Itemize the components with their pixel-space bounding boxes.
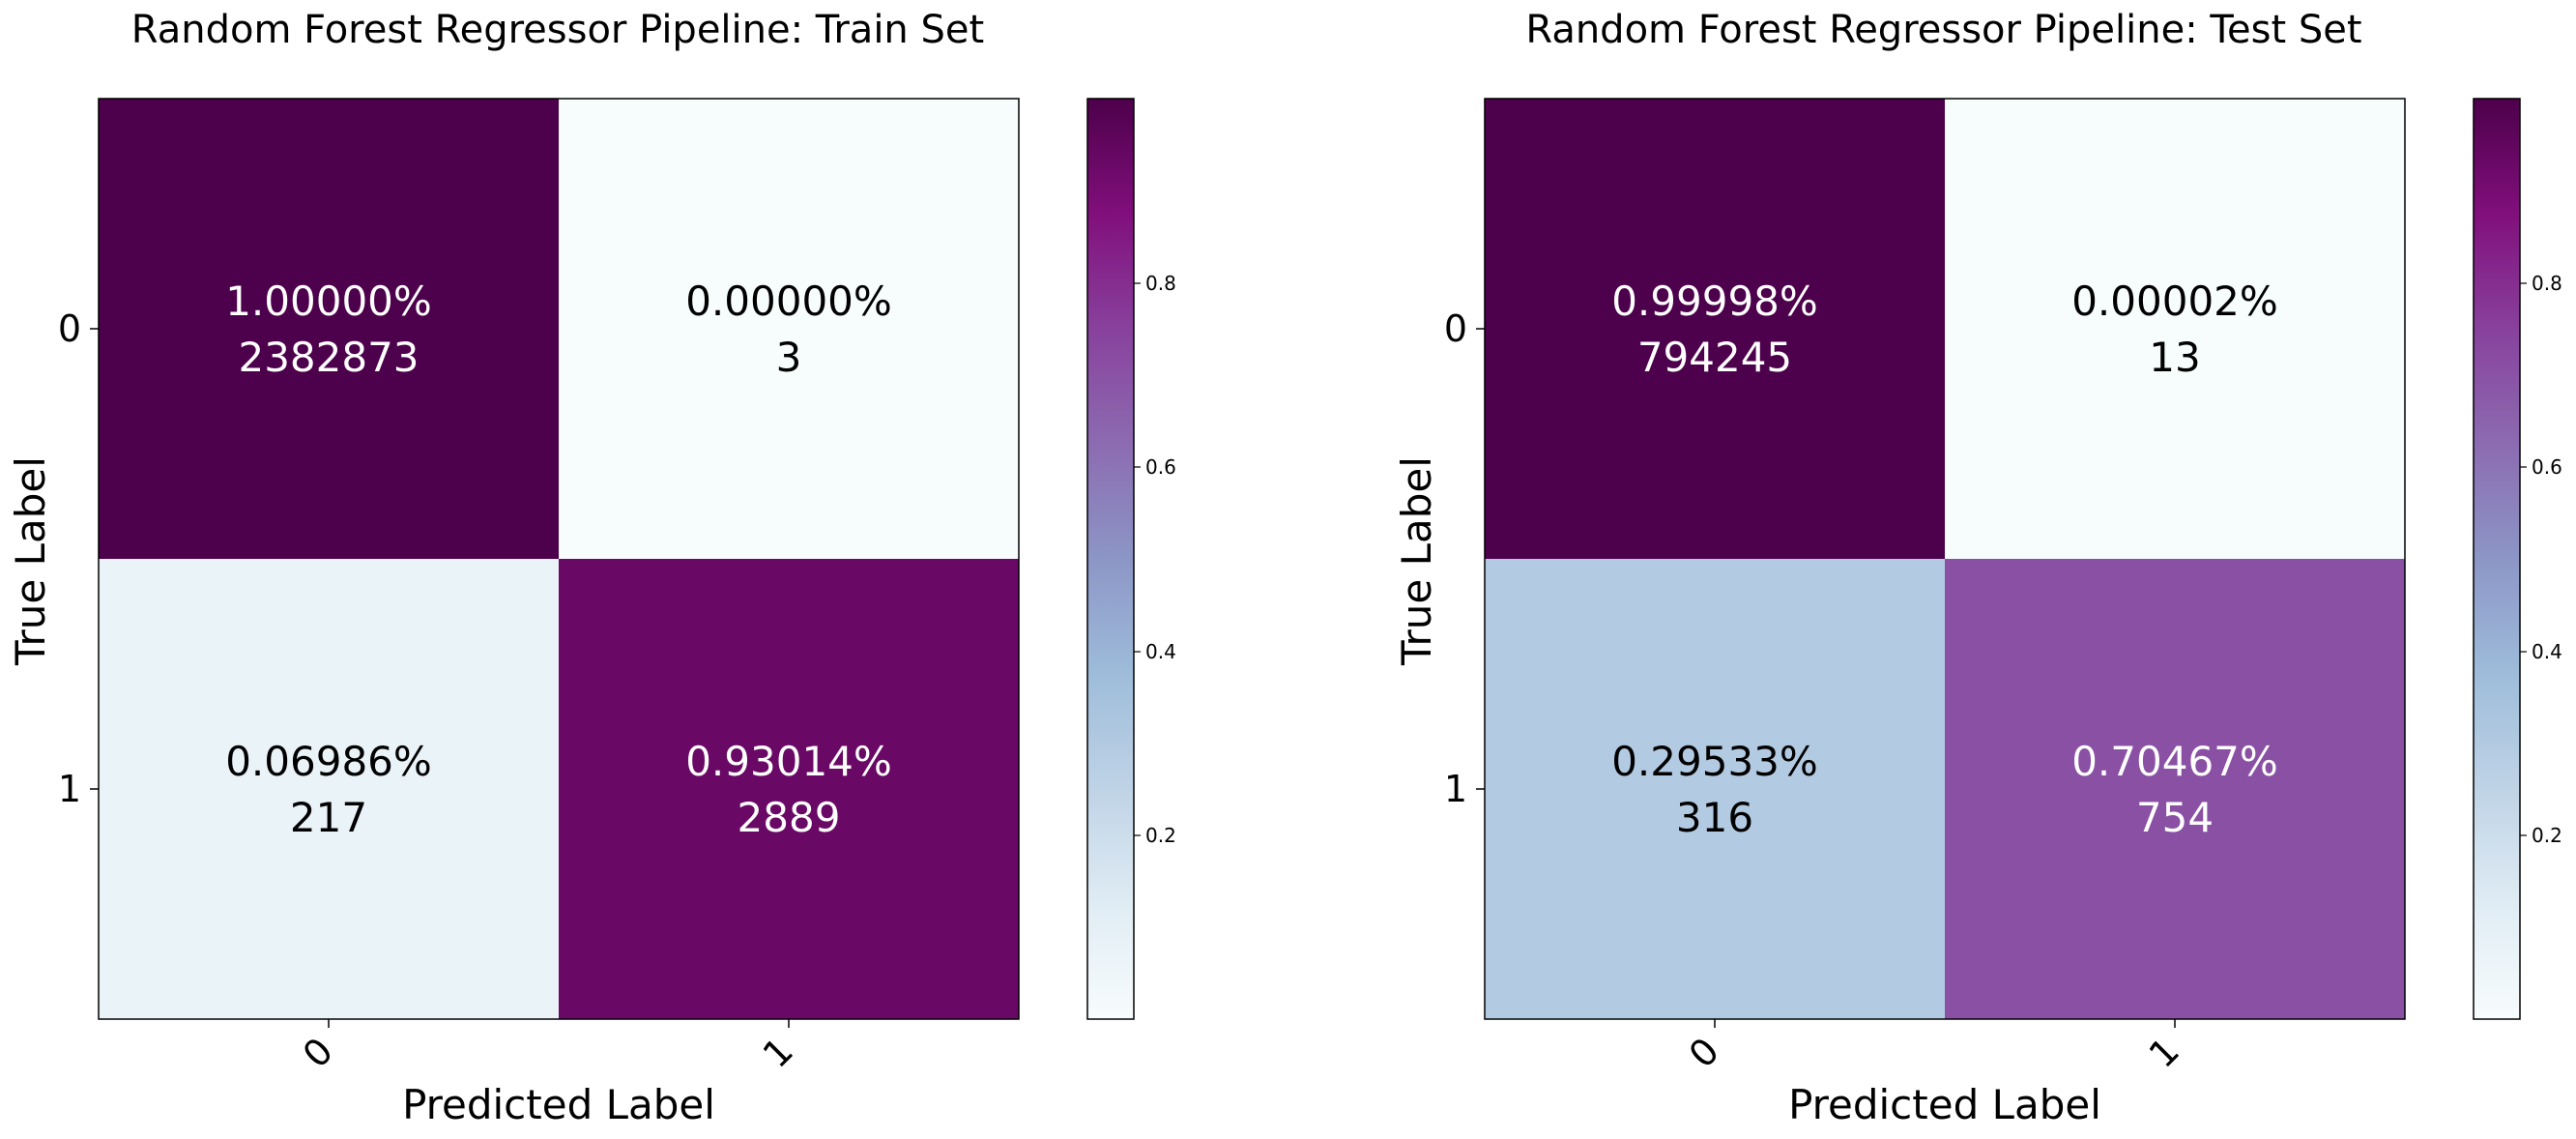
x-tick-label: 0: [295, 1030, 341, 1076]
heatmap-cells: [1485, 99, 2405, 1019]
heatmap-cell: [559, 559, 1019, 1019]
x-axis-ticks: 0 1: [1681, 1019, 2187, 1076]
chart-title: Random Forest Regressor Pipeline: Test S…: [1525, 8, 2361, 52]
plot-frame: [1484, 98, 2406, 1020]
heatmap-cell: [1945, 559, 2405, 1019]
cell-percent-label: 0.93014%: [685, 738, 892, 785]
x-tick-label: 1: [755, 1030, 801, 1076]
cell-count-label: 2382873: [238, 334, 419, 381]
plot-frame: [98, 98, 1020, 1020]
colorbar-tick-label: 0.8: [1145, 272, 1176, 295]
cell-count-label: 754: [2136, 794, 2214, 841]
colorbar: 0.2 0.4 0.6 0.8: [2473, 98, 2562, 1020]
cell-percent-label: 1.00000%: [225, 277, 432, 325]
cell-percent-label: 0.00000%: [685, 277, 892, 325]
colorbar-tick-label: 0.6: [1145, 455, 1176, 479]
cell-count-label: 2889: [738, 794, 841, 841]
train-panel: Random Forest Regressor Pipeline: Train …: [7, 8, 1176, 1128]
heatmap-cell: [1485, 99, 1945, 559]
cell-percent-label: 0.00002%: [2071, 277, 2278, 325]
heatmap-cell: [559, 99, 1019, 559]
heatmap-cell: [1945, 99, 2405, 559]
y-axis-label: True Label: [7, 456, 54, 666]
x-tick-label: 1: [2141, 1030, 2187, 1076]
cell-count-label: 794245: [1637, 334, 1792, 381]
y-axis-ticks: 0 1: [58, 307, 99, 810]
heatmap-cell: [1485, 559, 1945, 1019]
y-axis-label: True Label: [1393, 456, 1440, 666]
y-tick-label: 1: [1444, 768, 1467, 810]
colorbar-tick-label: 0.4: [1145, 640, 1176, 663]
cell-annotations: 1.00000% 2382873 0.00000% 3 0.06986% 217…: [225, 277, 892, 841]
colorbar: 0.2 0.4 0.6 0.8: [1086, 98, 1176, 1020]
x-axis-label: Predicted Label: [1788, 1081, 2101, 1128]
heatmap-cell: [99, 99, 559, 559]
cell-percent-label: 0.29533%: [1611, 738, 1818, 785]
colorbar-gradient: [2473, 98, 2521, 1020]
cell-count-label: 316: [1676, 794, 1753, 841]
cell-count-label: 217: [290, 794, 367, 841]
cell-percent-label: 0.06986%: [225, 738, 432, 785]
y-tick-label: 0: [58, 307, 81, 350]
colorbar-tick-label: 0.6: [2532, 455, 2562, 479]
colorbar-tick-label: 0.8: [2532, 272, 2562, 295]
y-axis-ticks: 0 1: [1444, 307, 1485, 810]
x-axis-ticks: 0 1: [295, 1019, 801, 1076]
y-tick-label: 0: [1444, 307, 1467, 350]
cell-annotations: 0.99998% 794245 0.00002% 13 0.29533% 316…: [1611, 277, 2278, 841]
x-tick-label: 0: [1681, 1030, 1727, 1076]
heatmap-cell: [99, 559, 559, 1019]
x-axis-label: Predicted Label: [402, 1081, 715, 1128]
cell-count-label: 13: [2149, 334, 2200, 381]
test-panel: Random Forest Regressor Pipeline: Test S…: [1393, 8, 2562, 1128]
cell-percent-label: 0.99998%: [1611, 277, 1818, 325]
cell-count-label: 3: [776, 334, 802, 381]
colorbar-tick-label: 0.2: [1145, 824, 1176, 847]
y-tick-label: 1: [58, 768, 81, 810]
colorbar-tick-label: 0.4: [2532, 640, 2562, 663]
colorbar-gradient: [1086, 98, 1135, 1020]
chart-title: Random Forest Regressor Pipeline: Train …: [131, 8, 984, 52]
colorbar-tick-label: 0.2: [2532, 824, 2562, 847]
heatmap-cells: [99, 99, 1019, 1019]
cell-percent-label: 0.70467%: [2071, 738, 2278, 785]
